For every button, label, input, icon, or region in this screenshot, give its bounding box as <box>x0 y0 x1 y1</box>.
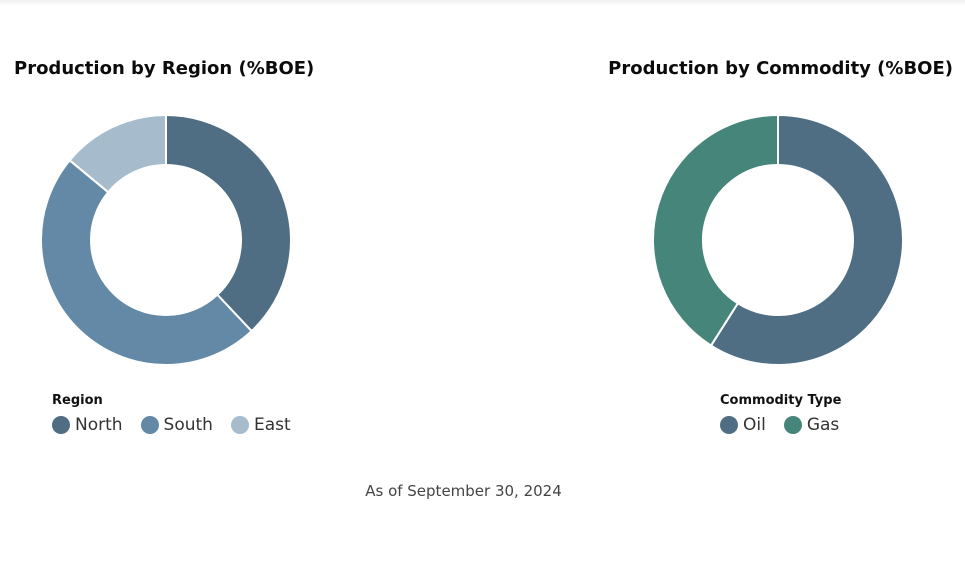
commodity-legend-items: Oil Gas <box>720 415 857 435</box>
commodity-chart-title: Production by Commodity (%BOE) <box>608 58 953 79</box>
region-slice-south[interactable] <box>40 159 253 366</box>
legend-label: East <box>253 415 291 435</box>
region-slice-east[interactable] <box>68 114 167 194</box>
legend-label: South <box>163 415 213 435</box>
commodity-legend-title: Commodity Type <box>720 393 842 408</box>
region-slice-north[interactable] <box>165 114 292 333</box>
region-legend-item-south[interactable]: South <box>140 415 213 435</box>
region-chart-title: Production by Region (%BOE) <box>14 58 315 79</box>
commodity-slice-gas[interactable] <box>652 114 779 347</box>
region-legend-title: Region <box>52 393 103 408</box>
legend-label: Oil <box>743 415 766 435</box>
legend-swatch <box>52 416 70 434</box>
commodity-legend: Commodity Type Oil Gas <box>720 393 857 435</box>
top-shadow-bar <box>0 0 965 6</box>
region-legend: Region North South East <box>52 393 309 435</box>
region-legend-item-north[interactable]: North <box>52 415 123 435</box>
commodity-legend-item-oil[interactable]: Oil <box>720 415 766 435</box>
legend-swatch <box>140 416 159 434</box>
commodity-legend-item-gas[interactable]: Gas <box>783 415 840 435</box>
legend-label: North <box>75 415 123 435</box>
legend-swatch <box>720 416 738 434</box>
as-of-date-footnote: As of September 30, 2024 <box>365 482 562 500</box>
legend-swatch <box>230 416 249 434</box>
legend-swatch <box>783 416 802 434</box>
commodity-slice-oil[interactable] <box>710 114 904 366</box>
commodity-donut-chart <box>652 114 904 366</box>
region-legend-items: North South East <box>52 415 309 435</box>
region-legend-item-east[interactable]: East <box>230 415 291 435</box>
legend-label: Gas <box>806 415 840 435</box>
region-donut-chart <box>40 114 292 366</box>
